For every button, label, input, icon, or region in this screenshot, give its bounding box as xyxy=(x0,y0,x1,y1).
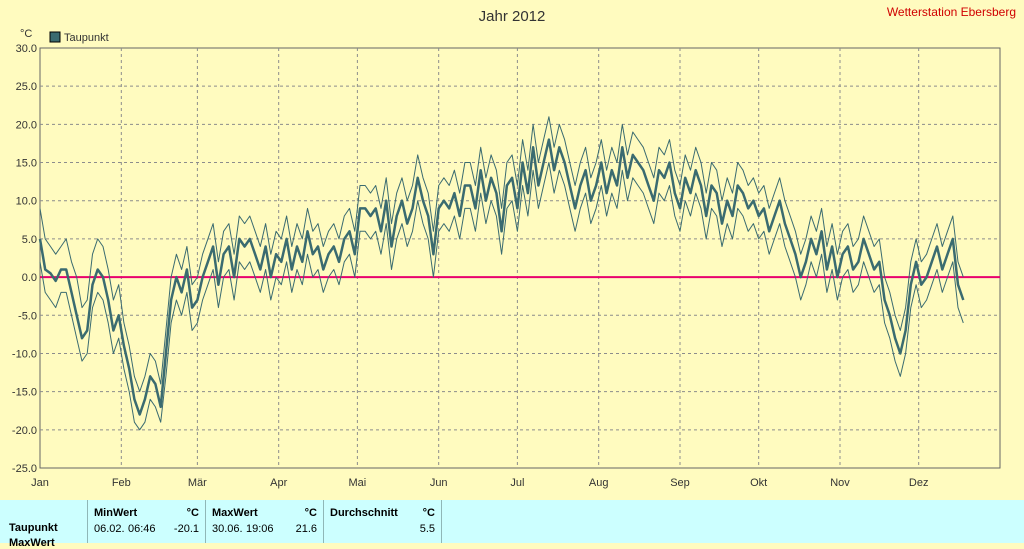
min-date: 06.02. xyxy=(94,523,125,535)
x-tick-labels: Jan Feb Mär Apr Mai Jun Jul Aug Sep Okt Nov Dez xyxy=(31,477,928,489)
x-tick-label: Sep xyxy=(670,477,690,489)
stats-row-label: Taupunkt xyxy=(9,522,58,534)
min-unit: °C xyxy=(186,507,199,519)
y-tick-label: -20.0 xyxy=(12,425,37,437)
avg-value: 5.5 xyxy=(419,523,435,535)
dewpoint-chart: Jahr 2012 Wetterstation Ebersberg °C Tau… xyxy=(12,5,1016,489)
stats-label-column: Taupunkt MaxWert xyxy=(0,500,88,549)
x-tick-label: Mai xyxy=(349,477,367,489)
x-tick-label: Mär xyxy=(188,477,207,489)
stats-max-column: MaxWert °C 30.06. 19:06 21.6 xyxy=(206,500,324,543)
y-tick-label: -10.0 xyxy=(12,348,37,360)
statistics-panel: Taupunkt MaxWert MinWert °C 06.02. 06:46… xyxy=(0,500,1024,549)
legend-label: Taupunkt xyxy=(64,32,109,44)
series-max-line xyxy=(39,116,964,393)
y-tick-label: 25.0 xyxy=(16,81,37,93)
stats-min-column: MinWert °C 06.02. 06:46 -20.1 xyxy=(88,500,206,543)
plot-area xyxy=(39,47,1001,469)
y-tick-label: 5.0 xyxy=(22,234,37,246)
y-tick-label: 10.0 xyxy=(16,196,37,208)
stats-avg-column: Durchschnitt °C 5.5 xyxy=(324,500,442,543)
max-value: 21.6 xyxy=(295,523,317,535)
min-time: 06:46 xyxy=(128,523,156,535)
y-tick-label: 30.0 xyxy=(16,43,37,55)
x-tick-label: Apr xyxy=(270,477,287,489)
max-header: MaxWert xyxy=(212,507,258,519)
y-tick-label: -5.0 xyxy=(18,310,37,322)
y-tick-label: -15.0 xyxy=(12,387,37,399)
stats-row2-label: MaxWert xyxy=(9,537,55,549)
max-date: 30.06. xyxy=(212,523,243,535)
min-value: -20.1 xyxy=(173,523,199,535)
avg-unit: °C xyxy=(422,507,435,519)
x-tick-label: Okt xyxy=(750,477,767,489)
x-tick-label: Aug xyxy=(589,477,609,489)
series-avg-line xyxy=(38,138,965,416)
series-min-line xyxy=(39,162,964,431)
max-time: 19:06 xyxy=(246,523,274,535)
avg-header: Durchschnitt xyxy=(330,507,398,519)
chart-title: Jahr 2012 xyxy=(479,8,546,25)
x-tick-label: Jul xyxy=(510,477,524,489)
y-tick-label: 0.0 xyxy=(22,272,37,284)
x-tick-label: Jun xyxy=(430,477,448,489)
min-header: MinWert xyxy=(94,507,138,519)
y-tick-labels: 30.0 25.0 20.0 15.0 10.0 5.0 0.0 -5.0 -10.0 -15.0… xyxy=(12,43,37,475)
max-unit: °C xyxy=(304,507,317,519)
y-tick-label: -25.0 xyxy=(12,463,37,475)
station-name: Wetterstation Ebersberg xyxy=(887,5,1016,19)
legend-swatch xyxy=(49,31,61,43)
y-axis-unit: °C xyxy=(20,28,32,40)
x-tick-label: Feb xyxy=(112,477,131,489)
x-tick-label: Jan xyxy=(31,477,49,489)
x-tick-label: Dez xyxy=(909,477,929,489)
y-tick-label: 20.0 xyxy=(16,119,37,131)
series-taupunkt xyxy=(38,116,965,431)
x-tick-label: Nov xyxy=(830,477,850,489)
y-tick-label: 15.0 xyxy=(16,158,37,170)
